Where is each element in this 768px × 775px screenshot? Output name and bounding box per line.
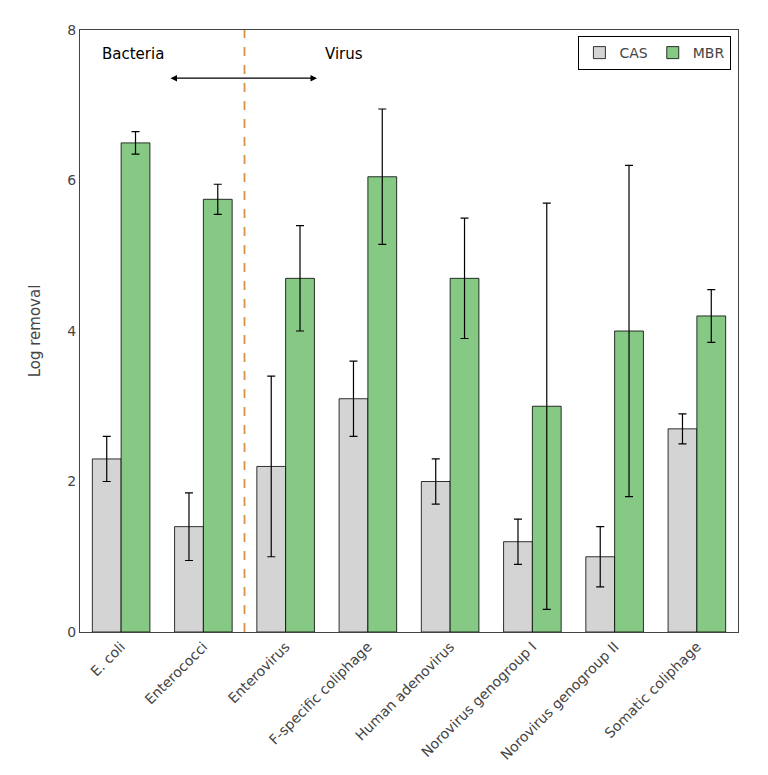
svg-text:Virus: Virus: [325, 45, 363, 63]
svg-text:CAS: CAS: [619, 45, 647, 61]
svg-text:Enterovirus: Enterovirus: [225, 639, 293, 707]
svg-text:0: 0: [67, 624, 76, 640]
svg-text:MBR: MBR: [693, 45, 725, 61]
svg-text:Somatic coliphage: Somatic coliphage: [601, 639, 704, 742]
svg-text:Bacteria: Bacteria: [102, 45, 164, 63]
svg-text:Enterococci: Enterococci: [142, 639, 211, 708]
svg-text:8: 8: [67, 22, 76, 38]
svg-text:E. coli: E. coli: [87, 639, 128, 680]
svg-text:Norovirus genogroup II: Norovirus genogroup II: [497, 639, 621, 763]
svg-text:4: 4: [67, 323, 76, 339]
svg-text:6: 6: [67, 172, 76, 188]
svg-text:F-specific coliphage: F-specific coliphage: [266, 639, 375, 748]
svg-text:2: 2: [67, 473, 76, 489]
svg-text:Human adenovirus: Human adenovirus: [352, 639, 457, 744]
svg-text:Log removal: Log removal: [26, 285, 44, 378]
svg-text:Norovirus genogroup I: Norovirus genogroup I: [418, 639, 539, 760]
